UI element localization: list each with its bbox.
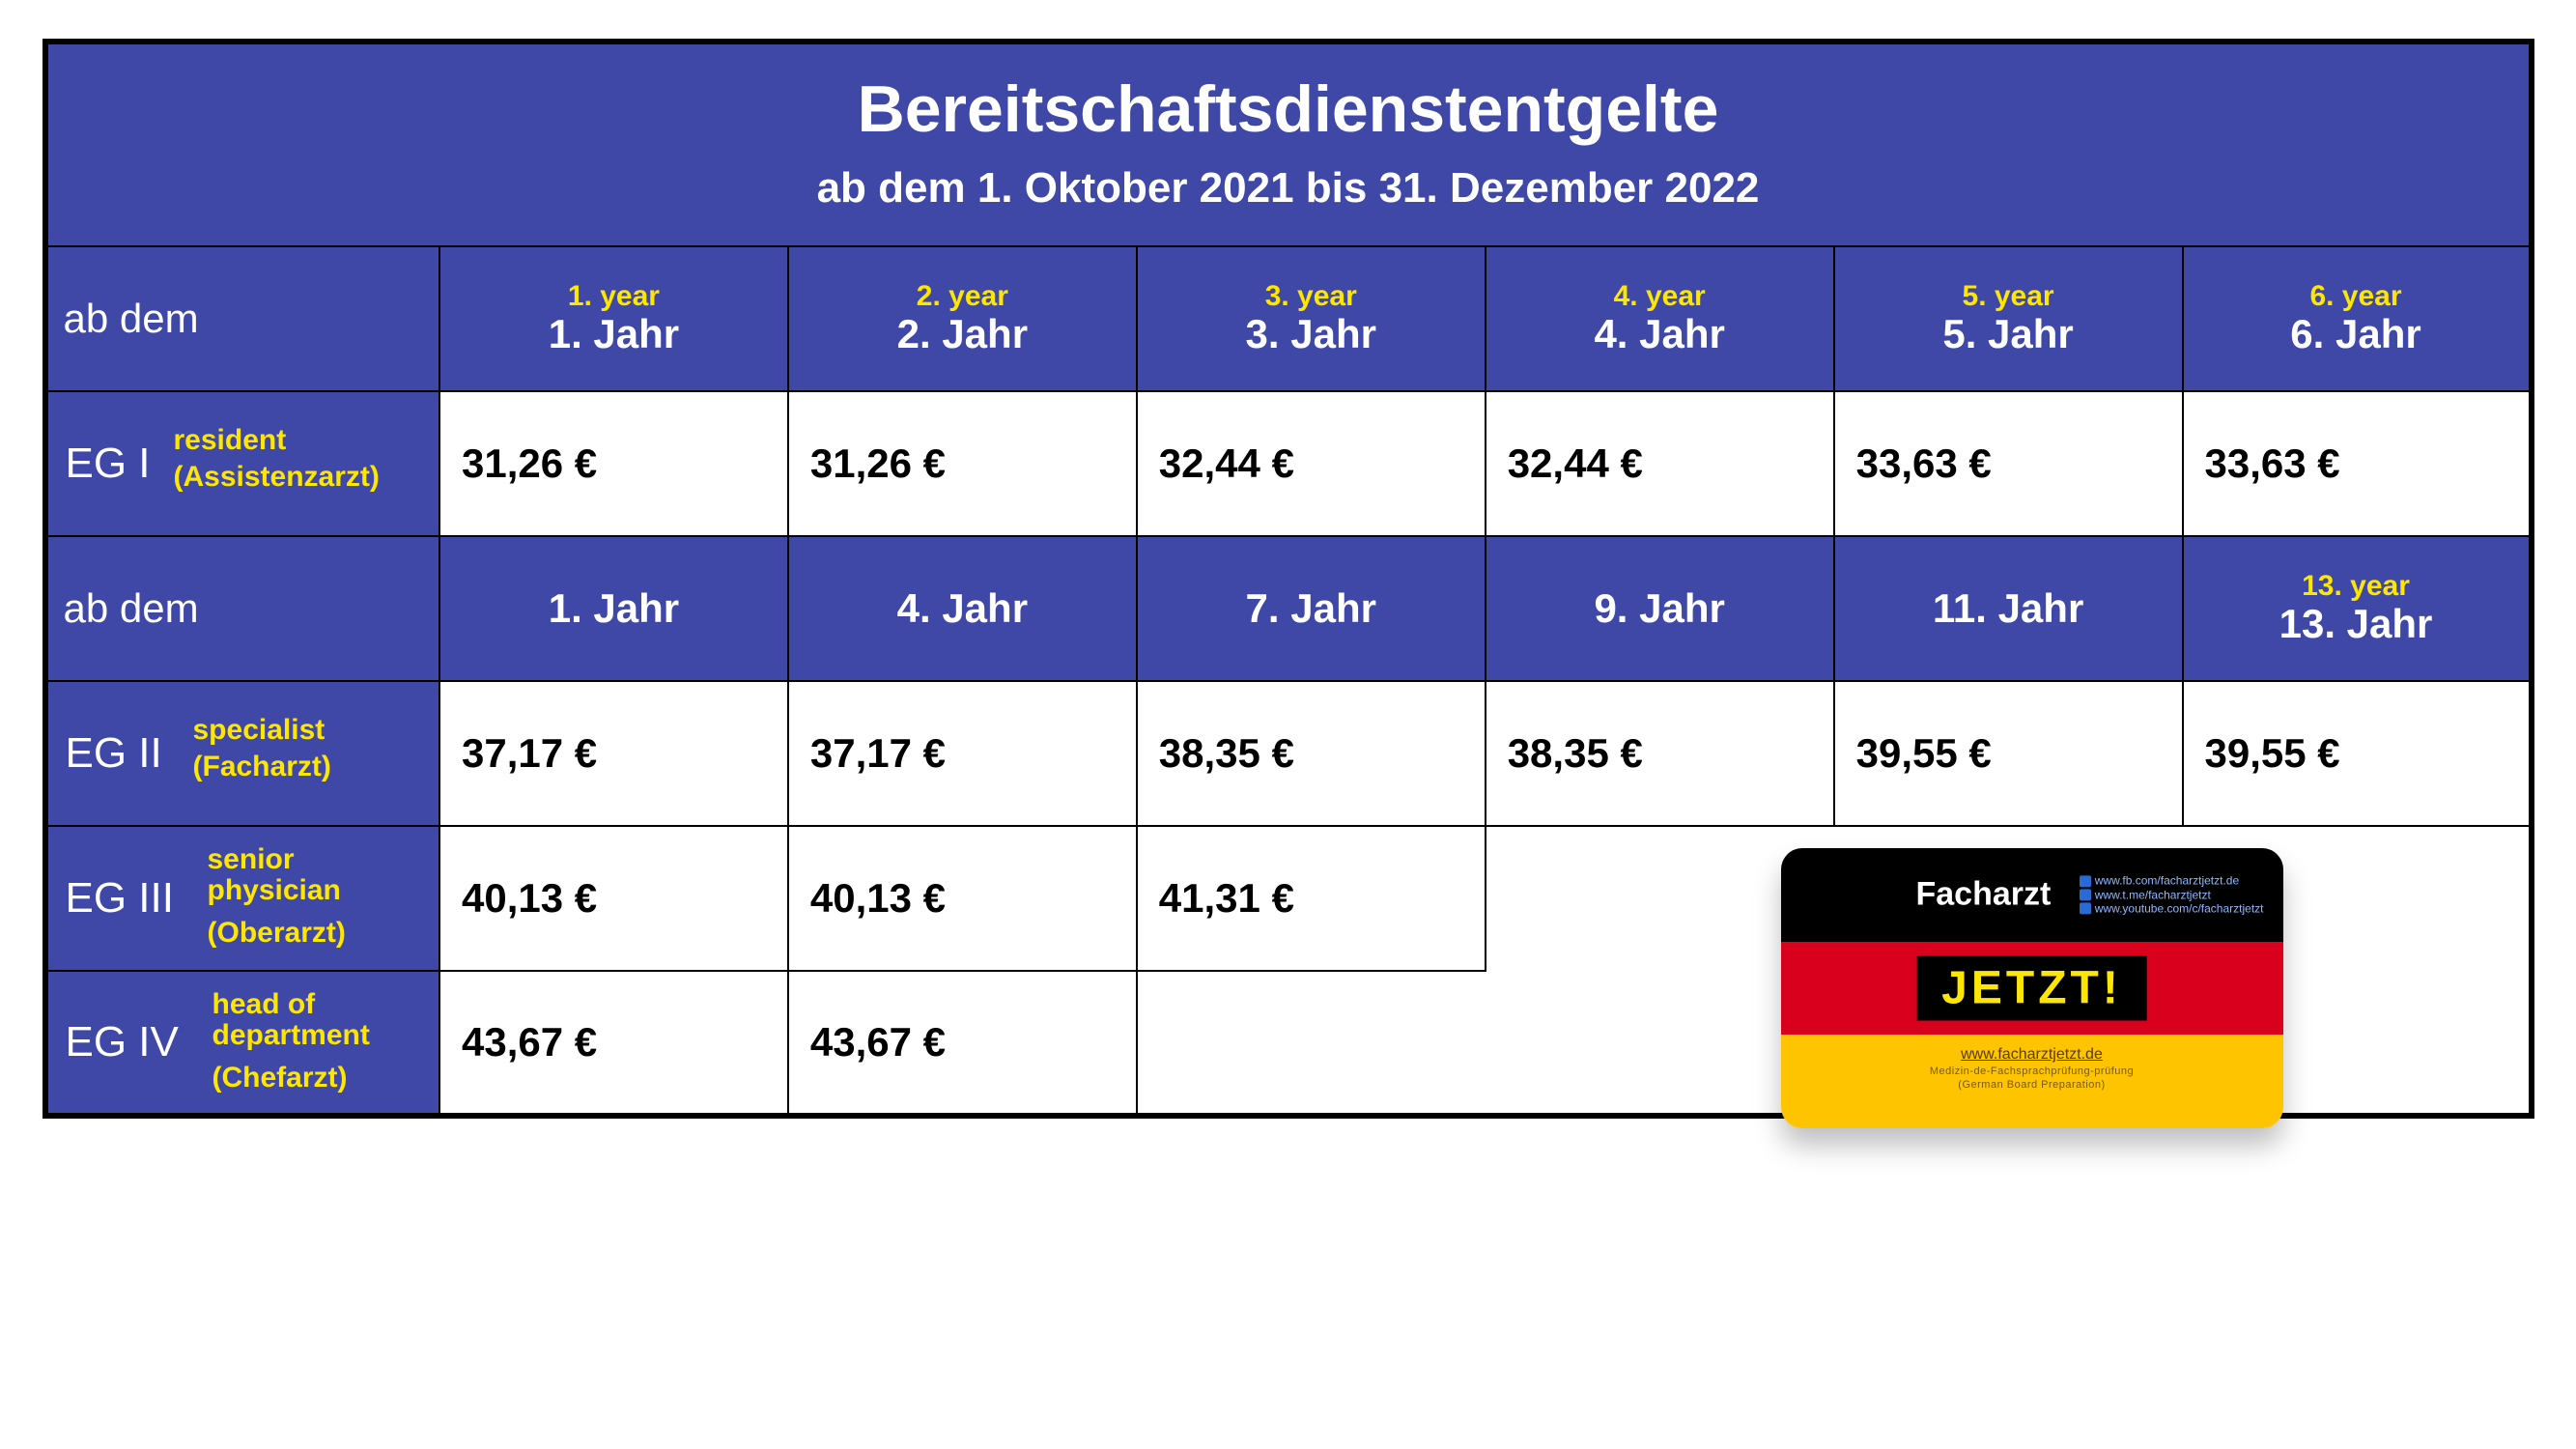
social-icon — [2080, 903, 2091, 915]
eg1-val-4: 32,44 € — [1486, 391, 1834, 536]
salary-table-container: Bereitschaftsdienstentgelte ab dem 1. Ok… — [42, 39, 2534, 1119]
logo-url: www.facharztjetzt.de — [1781, 1035, 2283, 1064]
year-col-6: 6. year6. Jahr — [2183, 246, 2532, 391]
year-col-2: 2. year2. Jahr — [788, 246, 1137, 391]
logo-tagline-2: (German Board Preparation) — [1781, 1079, 2283, 1091]
year2-col-5: 11. Jahr — [1834, 536, 2183, 681]
eg3-code: EG III — [66, 874, 174, 923]
eg1-val-6: 33,63 € — [2183, 391, 2532, 536]
eg4-val-2: 43,67 € — [788, 971, 1137, 1116]
social-link-3: www.youtube.com/c/facharztjetzt — [2095, 902, 2264, 916]
logo-social-links: www.fb.com/facharztjetzt.de www.t.me/fac… — [2080, 874, 2264, 916]
eg3-val-1: 40,13 € — [439, 826, 788, 971]
year-col-3: 3. year3. Jahr — [1137, 246, 1486, 391]
eg1-code: EG I — [66, 440, 151, 488]
row-eg2-label: EG II specialist (Facharzt) — [45, 681, 439, 826]
logo-stripe-red: JETZT! — [1781, 942, 2283, 1036]
eg2-val-6: 39,55 € — [2183, 681, 2532, 826]
eg1-val-3: 32,44 € — [1137, 391, 1486, 536]
row-header-abdem-1: ab dem — [45, 246, 439, 391]
eg2-val-1: 37,17 € — [439, 681, 788, 826]
row-eg4-label: EG IV head ofdepartment (Chefarzt) — [45, 971, 439, 1116]
row-header-abdem-2: ab dem — [45, 536, 439, 681]
logo-stripe-black: Facharzt www.fb.com/facharztjetzt.de www… — [1781, 848, 2283, 942]
eg3-role-en: seniorphysician — [208, 844, 341, 905]
eg2-val-2: 37,17 € — [788, 681, 1137, 826]
empty-eg4 — [1137, 971, 1486, 1116]
eg3-val-3: 41,31 € — [1137, 826, 1486, 971]
eg4-role-en: head ofdepartment — [212, 989, 370, 1050]
brand-logo-card: Facharzt www.fb.com/facharztjetzt.de www… — [1781, 848, 2283, 1128]
year-col-1: 1. year1. Jahr — [439, 246, 788, 391]
logo-stripe-gold: www.facharztjetzt.de Medizin-de-Fachspra… — [1781, 1035, 2283, 1128]
table-header: Bereitschaftsdienstentgelte ab dem 1. Ok… — [45, 42, 2532, 246]
social-link-2: www.t.me/facharztjetzt — [2095, 888, 2211, 901]
logo-brand-text: Facharzt — [1916, 876, 2052, 914]
year2-col-3: 7. Jahr — [1137, 536, 1486, 681]
eg4-role-de: (Chefarzt) — [212, 1063, 348, 1094]
abdem-label-1: ab dem — [64, 296, 199, 341]
row-eg3-label: EG III seniorphysician (Oberarzt) — [45, 826, 439, 971]
year2-col-1: 1. Jahr — [439, 536, 788, 681]
eg4-val-1: 43,67 € — [439, 971, 788, 1116]
year2-col-2: 4. Jahr — [788, 536, 1137, 681]
year-col-5: 5. year5. Jahr — [1834, 246, 2183, 391]
year-col-4: 4. year4. Jahr — [1486, 246, 1834, 391]
table-title: Bereitschaftsdienstentgelte — [58, 71, 2519, 147]
logo-tagline-1: Medizin-de-Fachsprachprüfung-prüfung — [1781, 1065, 2283, 1077]
eg2-role-de: (Facharzt) — [193, 752, 331, 782]
abdem-label-2: ab dem — [64, 585, 199, 631]
year2-col-6: 13. year13. Jahr — [2183, 536, 2532, 681]
eg4-code: EG IV — [66, 1018, 179, 1066]
eg3-role-de: (Oberarzt) — [208, 918, 346, 949]
eg1-role-de: (Assistenzarzt) — [174, 462, 380, 493]
logo-cta-box: JETZT! — [1916, 956, 2147, 1021]
social-icon — [2080, 889, 2091, 900]
social-link-1: www.fb.com/facharztjetzt.de — [2095, 874, 2239, 888]
eg1-val-2: 31,26 € — [788, 391, 1137, 536]
row-eg1-label: EG I resident (Assistenzarzt) — [45, 391, 439, 536]
eg1-role-en: resident — [174, 425, 287, 456]
eg2-val-4: 38,35 € — [1486, 681, 1834, 826]
eg1-val-5: 33,63 € — [1834, 391, 2183, 536]
eg1-val-1: 31,26 € — [439, 391, 788, 536]
eg2-val-3: 38,35 € — [1137, 681, 1486, 826]
eg2-val-5: 39,55 € — [1834, 681, 2183, 826]
eg2-role-en: specialist — [193, 715, 326, 746]
social-icon — [2080, 875, 2091, 887]
eg3-val-2: 40,13 € — [788, 826, 1137, 971]
eg2-code: EG II — [66, 729, 162, 778]
table-subtitle: ab dem 1. Oktober 2021 bis 31. Dezember … — [58, 164, 2519, 213]
year2-col-4: 9. Jahr — [1486, 536, 1834, 681]
